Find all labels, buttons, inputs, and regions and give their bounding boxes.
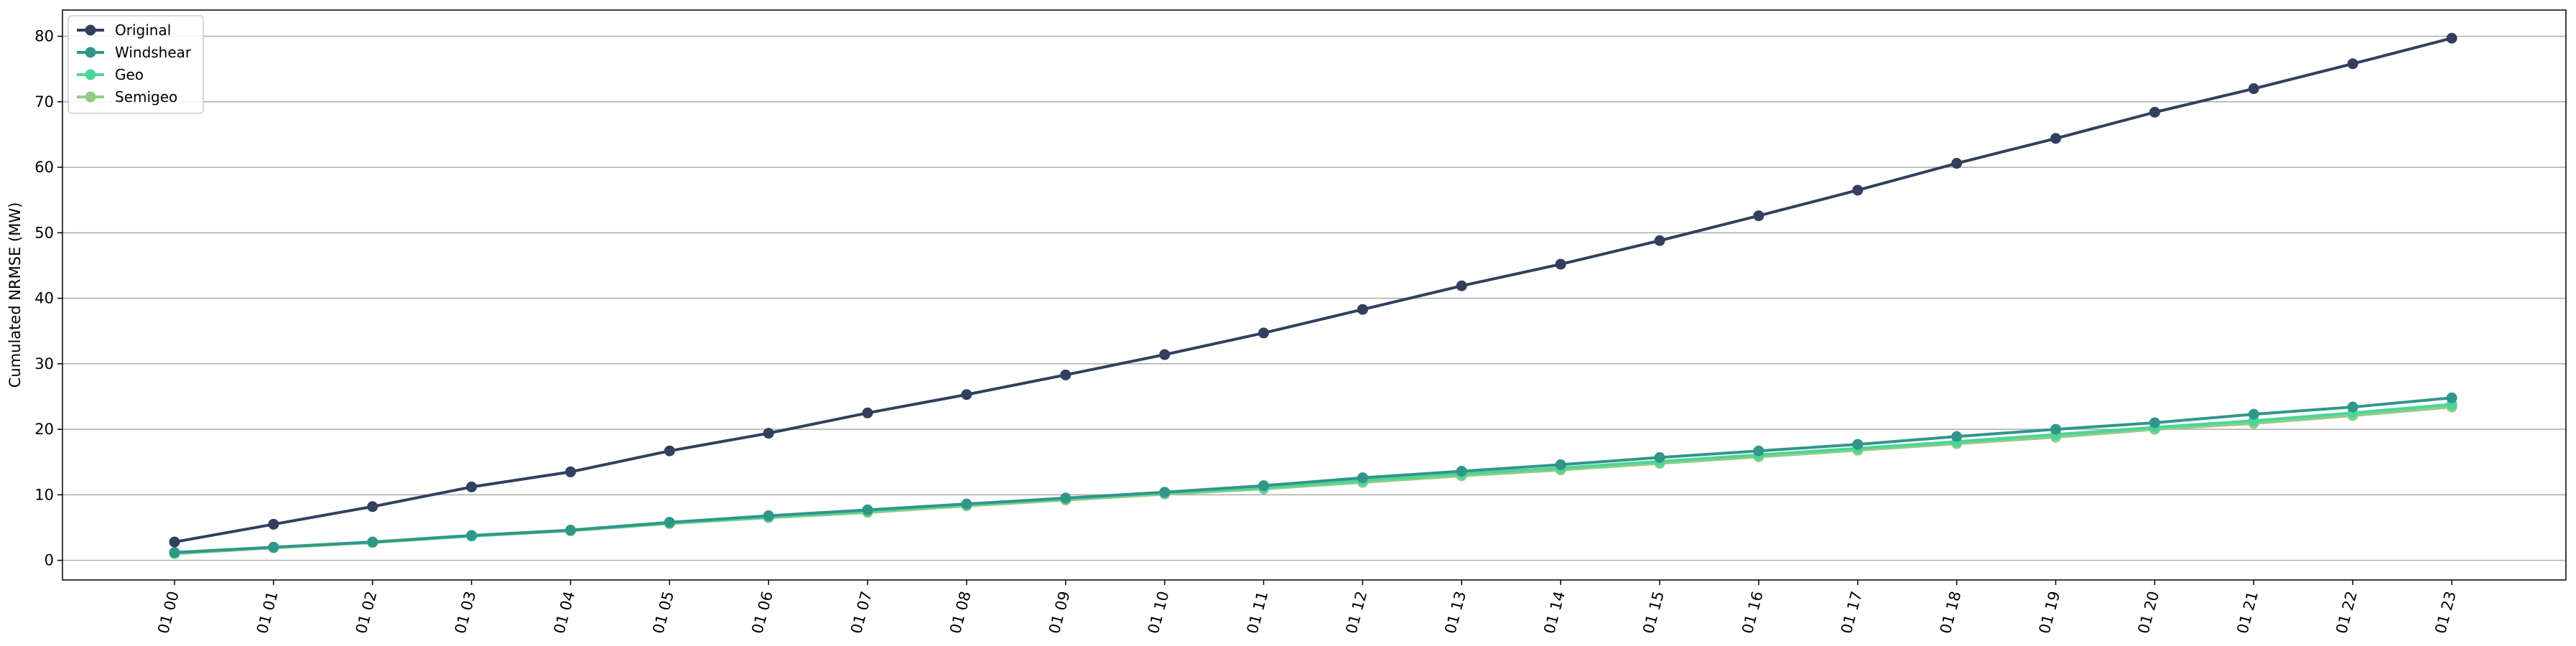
y-tick-label: 10 — [34, 486, 54, 503]
y-tick-label: 80 — [34, 28, 54, 45]
data-point — [2149, 417, 2160, 429]
data-point — [1852, 439, 1864, 450]
data-point — [268, 541, 279, 553]
data-point — [466, 481, 478, 492]
legend-label: Geo — [115, 66, 144, 83]
data-point — [862, 504, 873, 515]
data-point — [268, 518, 279, 530]
data-point — [1951, 431, 1963, 442]
data-point — [466, 530, 478, 541]
y-tick-label: 20 — [34, 421, 54, 438]
legend-swatch-marker — [85, 69, 96, 80]
legend: Original Windshear Geo Semigeo — [68, 15, 204, 114]
y-axis-label: Cumulated NRMSE (MW) — [6, 202, 24, 388]
data-point — [1258, 327, 1270, 339]
data-point — [2050, 423, 2062, 435]
legend-label: Windshear — [115, 44, 192, 61]
data-point — [2446, 392, 2458, 403]
data-point — [763, 428, 774, 439]
data-point — [2050, 133, 2062, 144]
legend-swatch-marker — [85, 47, 96, 58]
data-point — [862, 407, 873, 418]
data-point — [2347, 401, 2358, 413]
legend-item: Windshear — [77, 44, 192, 61]
y-tick-label: 70 — [34, 93, 54, 111]
legend-swatch-marker — [85, 24, 96, 36]
y-tick-label: 50 — [34, 224, 54, 241]
data-point — [169, 536, 180, 548]
data-point — [564, 466, 576, 477]
data-point — [961, 389, 972, 401]
data-point — [1060, 369, 1071, 380]
data-point — [1159, 349, 1171, 360]
legend-box — [68, 15, 204, 114]
series-original — [169, 32, 2458, 548]
data-point — [1159, 487, 1171, 498]
data-point — [2248, 408, 2259, 420]
data-point — [1654, 235, 1665, 246]
data-point — [564, 525, 576, 536]
data-point — [2347, 58, 2358, 70]
data-point — [961, 498, 972, 510]
legend-item: Geo — [77, 66, 144, 83]
y-tick-label: 30 — [34, 355, 54, 373]
y-tick-label: 0 — [45, 552, 54, 569]
data-point — [1060, 492, 1071, 504]
grid-lines — [62, 35, 2566, 561]
legend-label: Original — [115, 22, 171, 39]
data-point — [1357, 472, 1368, 484]
data-point — [1753, 445, 1764, 457]
y-tick-label: 60 — [34, 159, 54, 176]
data-point — [367, 536, 378, 548]
data-point — [1258, 480, 1270, 492]
legend-item: Semigeo — [77, 88, 177, 106]
data-point — [1753, 210, 1764, 222]
legend-label: Semigeo — [115, 88, 177, 106]
y-axis: 0 10 20 30 40 50 60 70 80 — [34, 28, 62, 569]
data-point — [664, 445, 675, 457]
data-point — [1951, 158, 1963, 169]
data-point — [1852, 184, 1864, 196]
data-point — [169, 547, 180, 558]
data-point — [1456, 280, 1467, 291]
series-line — [174, 396, 2452, 554]
data-series — [169, 32, 2458, 559]
plot-frame — [62, 9, 2567, 581]
data-point — [664, 517, 675, 528]
data-point — [2149, 106, 2160, 118]
series-line — [174, 37, 2452, 544]
data-point — [1357, 304, 1368, 315]
data-point — [2446, 32, 2458, 44]
data-point — [763, 510, 774, 522]
data-point — [1456, 466, 1467, 477]
series-windshear — [169, 392, 2458, 558]
data-point — [2248, 83, 2259, 95]
data-point — [1555, 258, 1566, 270]
legend-swatch-marker — [85, 91, 96, 103]
data-point — [367, 501, 378, 512]
data-point — [1555, 459, 1566, 470]
data-point — [1654, 451, 1665, 463]
y-tick-label: 40 — [34, 290, 54, 307]
legend-item: Original — [77, 22, 171, 39]
